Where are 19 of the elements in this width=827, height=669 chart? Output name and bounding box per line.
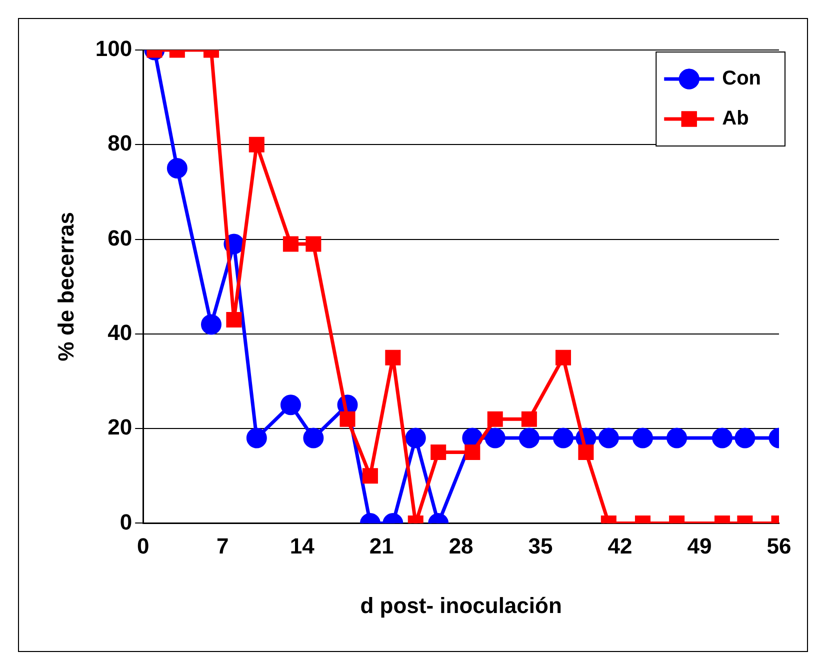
legend-label: Con [722, 68, 762, 90]
y-axis-title: % de becerras [53, 212, 78, 362]
x-tick-label: 14 [290, 533, 316, 558]
y-tick-label: 100 [95, 36, 132, 62]
x-tick-label: 28 [448, 533, 474, 558]
x-tick-label: 56 [766, 533, 792, 558]
legend-label: Ab [722, 108, 749, 130]
y-tick-label: 40 [108, 320, 132, 345]
x-tick-label: 7 [216, 533, 229, 558]
x-tick-label: 49 [687, 533, 712, 558]
x-tick-label: 42 [608, 533, 632, 558]
x-axis-title: d post- inoculación [360, 592, 562, 618]
y-tick-label: 80 [108, 130, 132, 156]
y-tick-label: 60 [108, 225, 132, 250]
x-tick-label: 35 [528, 533, 553, 558]
y-tick-label: 20 [108, 414, 132, 440]
x-tick-label: 0 [136, 533, 150, 558]
x-tick-label: 21 [369, 533, 394, 558]
y-tick-label: 0 [120, 509, 132, 534]
